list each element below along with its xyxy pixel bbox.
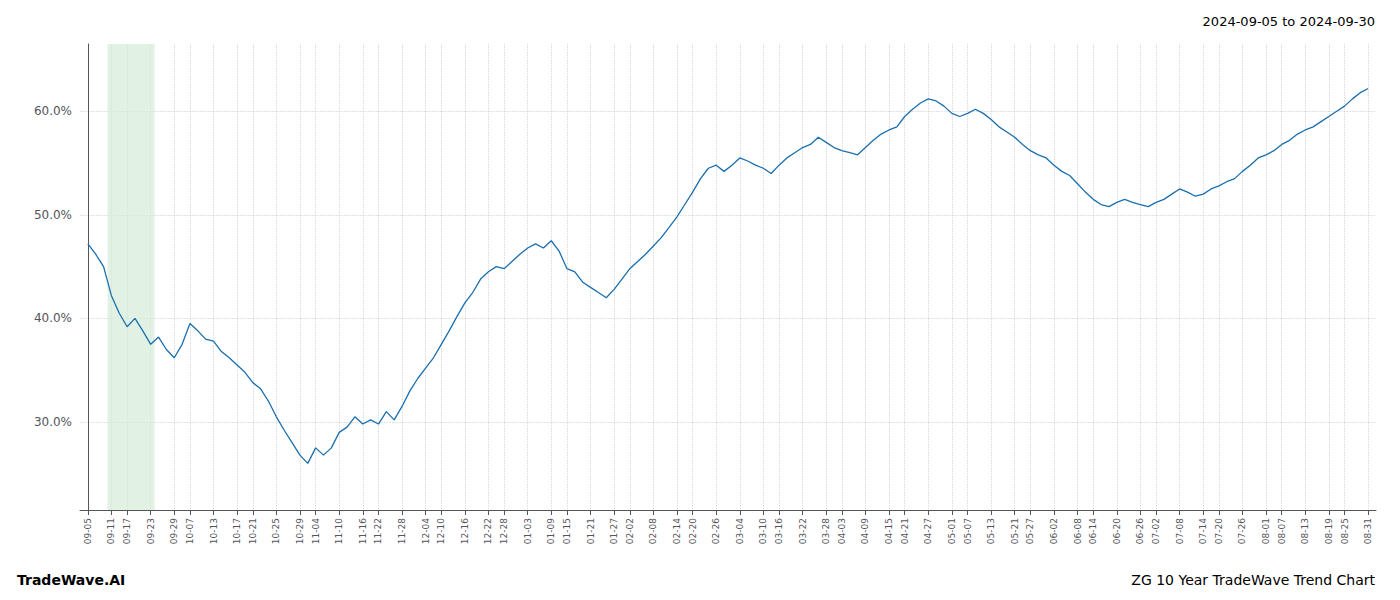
svg-text:06-08: 06-08: [1073, 518, 1083, 544]
svg-text:11-04: 11-04: [311, 518, 321, 544]
svg-text:05-13: 05-13: [986, 518, 996, 544]
svg-text:03-16: 03-16: [774, 518, 784, 544]
svg-text:12-28: 12-28: [499, 518, 509, 544]
svg-text:05-07: 05-07: [963, 518, 973, 544]
svg-text:01-27: 01-27: [609, 518, 619, 544]
svg-text:10-21: 10-21: [248, 518, 258, 544]
svg-text:09-29: 09-29: [169, 518, 179, 544]
svg-text:08-07: 08-07: [1277, 518, 1287, 544]
svg-text:10-29: 10-29: [295, 518, 305, 544]
svg-text:04-27: 04-27: [923, 518, 933, 544]
svg-text:05-27: 05-27: [1025, 518, 1035, 544]
svg-text:08-01: 08-01: [1261, 518, 1271, 544]
svg-text:TradeWave.AI: TradeWave.AI: [17, 572, 125, 588]
svg-text:03-28: 03-28: [821, 518, 831, 544]
svg-text:08-31: 08-31: [1363, 518, 1373, 544]
svg-text:05-21: 05-21: [1010, 518, 1020, 544]
svg-text:03-10: 03-10: [758, 518, 768, 544]
svg-text:07-02: 07-02: [1151, 518, 1161, 544]
svg-text:11-22: 11-22: [373, 518, 383, 544]
svg-text:02-08: 02-08: [648, 518, 658, 544]
svg-text:07-14: 07-14: [1198, 518, 1208, 544]
svg-text:07-26: 07-26: [1237, 518, 1247, 544]
svg-text:08-25: 08-25: [1340, 518, 1350, 544]
svg-text:04-21: 04-21: [900, 518, 910, 544]
svg-text:04-03: 04-03: [837, 518, 847, 544]
svg-text:06-02: 06-02: [1049, 518, 1059, 544]
svg-text:05-01: 05-01: [947, 518, 957, 544]
svg-text:60.0%: 60.0%: [34, 104, 72, 118]
svg-text:30.0%: 30.0%: [34, 415, 72, 429]
svg-text:10-13: 10-13: [209, 518, 219, 544]
svg-text:12-22: 12-22: [483, 518, 493, 544]
svg-text:12-04: 12-04: [421, 518, 431, 544]
svg-text:2024-09-05 to 2024-09-30: 2024-09-05 to 2024-09-30: [1203, 14, 1375, 29]
svg-text:ZG 10 Year TradeWave Trend Cha: ZG 10 Year TradeWave Trend Chart: [1131, 572, 1375, 588]
svg-text:02-20: 02-20: [688, 518, 698, 544]
svg-text:10-07: 10-07: [185, 518, 195, 544]
svg-text:10-17: 10-17: [232, 518, 242, 544]
svg-text:04-09: 04-09: [860, 518, 870, 544]
svg-text:03-22: 03-22: [798, 518, 808, 544]
svg-text:02-26: 02-26: [711, 518, 721, 544]
svg-text:11-28: 11-28: [397, 518, 407, 544]
svg-text:02-02: 02-02: [625, 518, 635, 544]
svg-text:08-13: 08-13: [1300, 518, 1310, 544]
svg-text:11-10: 11-10: [334, 518, 344, 544]
svg-text:03-04: 03-04: [735, 518, 745, 544]
svg-text:04-15: 04-15: [884, 518, 894, 544]
svg-text:02-14: 02-14: [672, 518, 682, 544]
svg-text:09-17: 09-17: [122, 518, 132, 544]
svg-text:01-09: 01-09: [546, 518, 556, 544]
svg-text:06-26: 06-26: [1135, 518, 1145, 544]
svg-text:11-16: 11-16: [358, 518, 368, 544]
svg-text:09-05: 09-05: [83, 518, 93, 544]
svg-text:01-15: 01-15: [562, 518, 572, 544]
svg-text:08-19: 08-19: [1324, 518, 1334, 544]
svg-text:01-21: 01-21: [586, 518, 596, 544]
svg-text:07-08: 07-08: [1175, 518, 1185, 544]
svg-text:12-16: 12-16: [460, 518, 470, 544]
svg-text:40.0%: 40.0%: [34, 311, 72, 325]
svg-text:50.0%: 50.0%: [34, 208, 72, 222]
svg-text:10-25: 10-25: [271, 518, 281, 544]
svg-text:06-14: 06-14: [1088, 518, 1098, 544]
svg-text:01-03: 01-03: [523, 518, 533, 544]
svg-text:07-20: 07-20: [1214, 518, 1224, 544]
svg-text:12-10: 12-10: [436, 518, 446, 544]
svg-text:09-11: 09-11: [106, 518, 116, 544]
svg-text:06-20: 06-20: [1112, 518, 1122, 544]
svg-text:09-23: 09-23: [146, 518, 156, 544]
